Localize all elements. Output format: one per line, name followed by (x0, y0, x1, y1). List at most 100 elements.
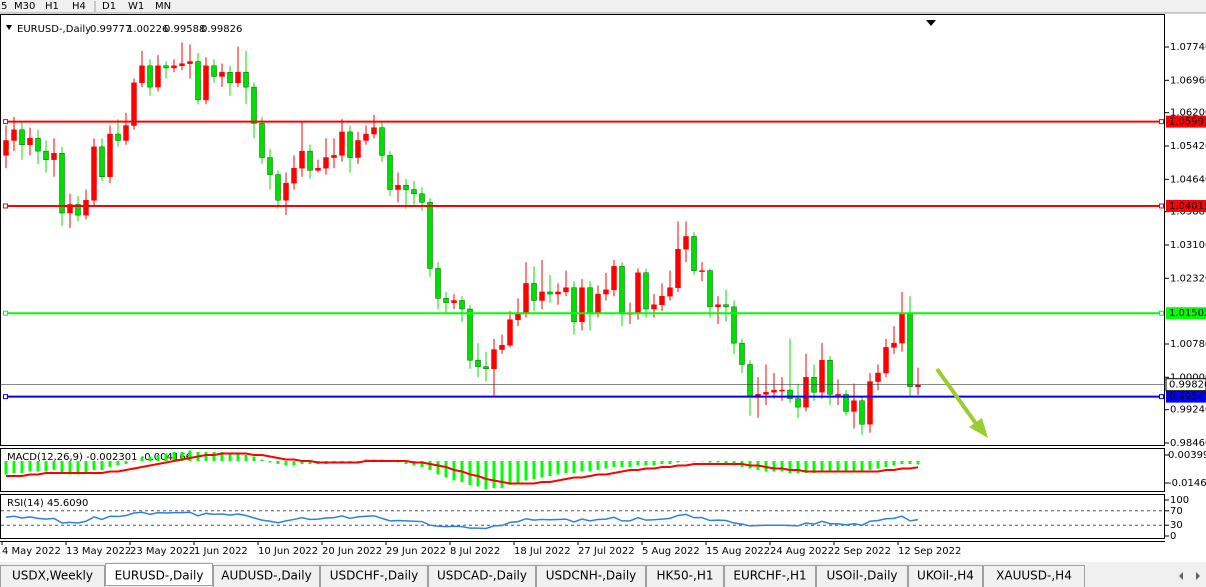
tab-label[interactable]: USOil-,Daily (826, 569, 897, 583)
candle-body (539, 291, 545, 301)
tab-scroll-left[interactable] (1179, 572, 1183, 580)
timeframe-button[interactable]: W1 (128, 1, 144, 12)
tab-label[interactable]: USDX,Weekly (12, 569, 93, 583)
macd-bar (612, 460, 616, 467)
candle-body (299, 150, 305, 169)
macd-bar (292, 460, 296, 466)
candle-body (867, 381, 873, 425)
candle-body (435, 268, 441, 299)
candle-body (619, 266, 625, 314)
tab[interactable]: EURUSD-,Daily (105, 563, 213, 586)
macd-bar (116, 460, 120, 466)
macd-bar (636, 460, 640, 466)
x-tick-label: 5 Aug 2022 (642, 546, 700, 557)
timeframe-button[interactable]: MN (155, 1, 171, 12)
macd-bar (4, 460, 8, 475)
tab[interactable]: AUDUSD-,Daily (213, 565, 320, 587)
open-value: 0.99777 (90, 24, 131, 35)
candle-body (115, 133, 121, 141)
candle-body (555, 291, 561, 295)
macd-bar (788, 460, 792, 473)
candle-body (75, 204, 81, 216)
macd-bar (204, 451, 208, 461)
tab-label[interactable]: UKOil-,H4 (917, 569, 974, 583)
macd-bar (492, 460, 496, 488)
tab[interactable]: USOil-,Daily (816, 565, 908, 587)
tab-label[interactable]: EURCHF-,H1 (733, 569, 806, 583)
candle-body (251, 86, 257, 124)
macd-bar (564, 460, 568, 473)
candle-body (571, 287, 577, 323)
y-tick-label: 1.02320 (1170, 273, 1206, 284)
tab-label[interactable]: USDCNH-,Daily (546, 569, 637, 583)
macd-bar (404, 460, 408, 464)
macd-bar (652, 460, 656, 466)
tab[interactable]: UKOil-,H4 (908, 565, 983, 587)
candle-body (451, 300, 457, 303)
timeframe-button[interactable]: H4 (72, 1, 86, 12)
tab-label[interactable]: USDCHF-,Daily (330, 569, 418, 583)
macd-bar (148, 456, 152, 461)
timeframe-button[interactable]: M30 (14, 1, 35, 12)
macd-bar (660, 460, 664, 464)
timeframe-button[interactable]: 5 (1, 1, 7, 12)
macd-bar (916, 460, 920, 465)
candle-body (411, 189, 417, 195)
macd-bar (36, 460, 40, 472)
tab[interactable]: XAUUSD-,H4 (983, 565, 1085, 587)
tab-label[interactable]: HK50-,H1 (657, 569, 714, 583)
tab-scroll-right[interactable] (1196, 572, 1200, 580)
rsi-tick-label: 0 (1170, 531, 1176, 542)
candle-body (179, 63, 185, 67)
macd-bar (628, 460, 632, 467)
tab[interactable]: USDX,Weekly (0, 565, 105, 587)
tab[interactable]: USDCNH-,Daily (536, 565, 646, 587)
candle-body (731, 306, 737, 344)
tab[interactable]: USDCAD-,Daily (428, 565, 536, 587)
tab-background (536, 565, 646, 587)
x-tick-label: 13 May 2022 (66, 546, 131, 557)
tab-label[interactable]: AUDUSD-,Daily (221, 569, 311, 583)
macd-bar (868, 460, 872, 470)
candle-body (347, 131, 353, 158)
candle-body (691, 236, 697, 271)
level-handle (1159, 394, 1164, 400)
candle-body (51, 153, 57, 160)
macd-bar (468, 460, 472, 485)
level-price-label: 1.01502 (1169, 308, 1206, 319)
candle-body (827, 359, 833, 395)
y-tick-label: 1.03100 (1170, 240, 1206, 251)
tab[interactable]: USDCHF-,Daily (320, 565, 428, 587)
symbol-marker (6, 25, 12, 30)
x-tick-label: 2 Sep 2022 (834, 546, 891, 557)
candle-body (211, 65, 217, 77)
tab[interactable]: HK50-,H1 (646, 565, 724, 587)
candle-body (371, 127, 377, 135)
candle-body (419, 193, 425, 203)
timeframe-button[interactable]: D1 (102, 1, 116, 12)
macd-bar (668, 460, 672, 464)
y-tick-label: 1.05420 (1170, 141, 1206, 152)
tab-background (0, 565, 105, 587)
candle-body (683, 236, 689, 250)
candle-body (19, 129, 25, 145)
timeframe-button[interactable]: H1 (45, 1, 59, 12)
tab-label[interactable]: USDCAD-,Daily (437, 569, 527, 583)
tab[interactable]: EURCHF-,H1 (724, 565, 816, 587)
macd-bar (716, 460, 720, 463)
candle-body (291, 167, 297, 184)
candle-body (483, 366, 489, 369)
y-tick-label: 1.00780 (1170, 339, 1206, 350)
candle-body (83, 199, 89, 216)
macd-bar (500, 460, 504, 488)
macd-bar (108, 460, 112, 467)
tab-label[interactable]: XAUUSD-,H4 (996, 569, 1072, 583)
macd-tick-label: 0.00399 (1168, 450, 1206, 461)
candle-body (715, 304, 721, 308)
macd-bar (252, 456, 256, 461)
tab-label[interactable]: EURUSD-,Daily (115, 569, 204, 583)
arrow-shaft (935, 367, 979, 427)
macd-bar (508, 460, 512, 485)
candle-body (363, 133, 369, 141)
